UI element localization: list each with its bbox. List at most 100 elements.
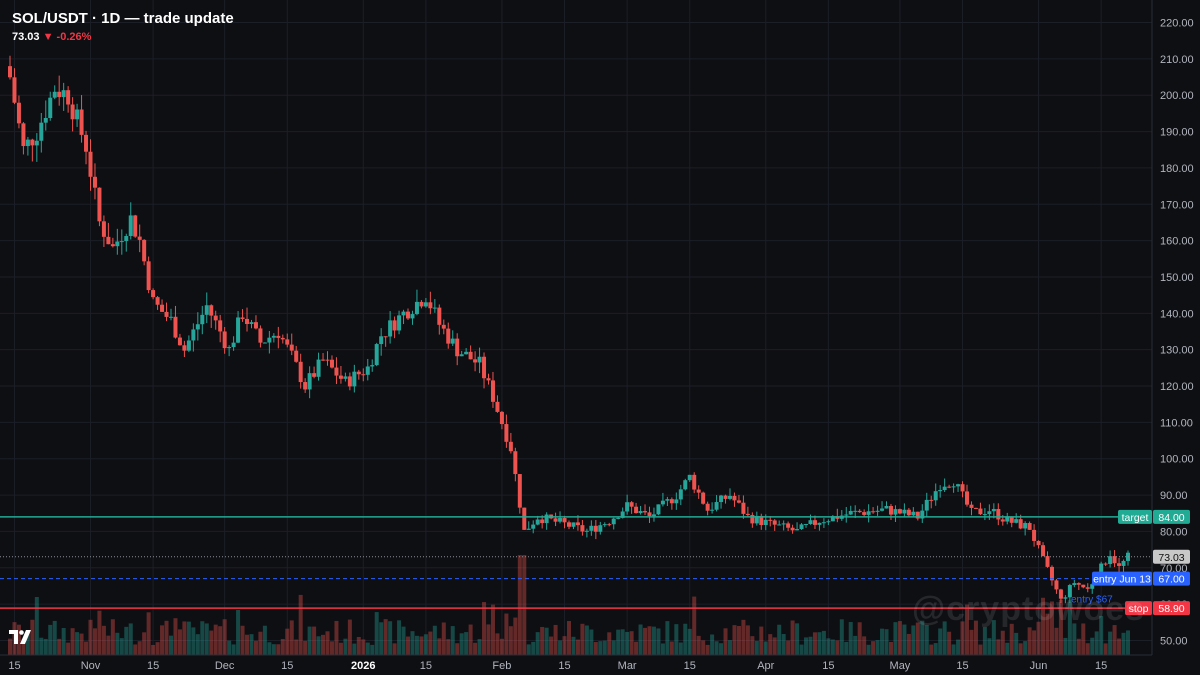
candle-body (195, 324, 200, 330)
candle-body (710, 509, 715, 511)
candle-body (1045, 556, 1050, 567)
volume-bar (307, 626, 312, 655)
price-tick-label: 120.00 (1160, 381, 1194, 393)
candle-body (996, 508, 1001, 520)
volume-bar (468, 624, 473, 655)
volume-bar (643, 627, 648, 655)
volume-bar (692, 596, 697, 655)
volume-bar (1090, 637, 1095, 655)
candle-body (459, 354, 464, 357)
candle-body (164, 311, 169, 317)
volume-bar (177, 629, 182, 655)
candle-body (517, 474, 522, 508)
volume-bar (92, 628, 97, 655)
time-tick-label: 15 (8, 660, 20, 672)
volume-bar (249, 634, 254, 655)
candle-body (1049, 566, 1054, 581)
volume-bar (490, 604, 495, 655)
volume-bar (316, 636, 321, 655)
volume-bar (1117, 638, 1122, 655)
volume-bar (710, 634, 715, 655)
candle-body (929, 499, 934, 501)
price-tick-label: 160.00 (1160, 236, 1194, 248)
price-tags: 84.00 73.03 67.00 58.90 target entry Jun 13 st… (1071, 509, 1190, 616)
volume-bar (200, 621, 205, 655)
last-price-tag (1153, 549, 1190, 564)
candle-body (754, 515, 759, 524)
volume-bar (821, 630, 826, 655)
volume-bar (428, 631, 433, 655)
volume-bar (535, 632, 540, 655)
time-axis[interactable]: 15 Nov 15 Dec 15 2026 15 Feb 15 Mar 15 Apr 15 May 15 Ju… (8, 660, 1107, 672)
candle-body (334, 367, 339, 376)
volume-bar (651, 626, 656, 655)
volume-bar (799, 644, 804, 655)
candle-body (137, 236, 142, 240)
volume-bar (388, 621, 393, 655)
chart-title: SOL/USDT · 1D — trade update (12, 10, 234, 27)
candle-body (857, 510, 862, 513)
candle-body (598, 525, 603, 532)
volume-bar (30, 619, 35, 655)
volume-bar (432, 625, 437, 655)
volume-bar (329, 641, 334, 655)
volume-bar (236, 609, 241, 655)
candle-body (361, 374, 366, 376)
volume-bar (356, 636, 361, 655)
volume-bar (924, 625, 929, 655)
volume-bar (687, 628, 692, 655)
volume-bar (1036, 621, 1041, 655)
candle-body (625, 502, 630, 512)
candle-body (200, 314, 205, 325)
candle-body (490, 380, 495, 402)
candle-body (61, 90, 66, 98)
candle-body (656, 504, 661, 515)
candle-body (119, 241, 124, 243)
candle-body (1121, 560, 1126, 566)
volume-bars (8, 555, 1130, 655)
volume-bar (826, 638, 831, 655)
candle-body (115, 241, 120, 247)
volume-bar (786, 640, 791, 655)
candle-body (25, 139, 30, 147)
volume-bar (777, 624, 782, 655)
entry-annotation: entry $67 (1071, 595, 1113, 606)
candle-body (871, 511, 876, 513)
volume-bar (459, 633, 464, 655)
volume-bar (450, 626, 455, 655)
tradingview-logo[interactable] (9, 630, 33, 644)
entry-price-tag (1153, 571, 1190, 586)
volume-bar (973, 620, 978, 655)
candle-body (222, 331, 227, 349)
candle-body (540, 519, 545, 524)
volume-bar (978, 644, 983, 655)
candle-body (406, 311, 411, 319)
candle-body (388, 320, 393, 337)
candle-body (280, 337, 285, 340)
volume-bar (951, 644, 956, 655)
candle-body (875, 510, 880, 512)
volume-bar (1014, 632, 1019, 655)
candle-body (16, 102, 21, 124)
volume-bar (906, 633, 911, 655)
volume-bar (567, 621, 571, 655)
candle-body (620, 511, 625, 518)
time-tick-label: Apr (757, 660, 774, 672)
volume-bar (97, 610, 102, 655)
volume-bar (897, 621, 902, 655)
price-tick-label: 140.00 (1160, 308, 1194, 320)
volume-bar (848, 622, 853, 655)
candle-body (1103, 563, 1108, 565)
price-axis[interactable]: 220.00 210.00 200.00 190.00 180.00 170.00 160.… (1160, 18, 1194, 648)
entry-name-tag (1092, 571, 1152, 586)
volume-bar (303, 640, 308, 655)
candle-body (634, 506, 639, 514)
candle-body (960, 484, 965, 492)
candle-body (486, 378, 491, 381)
candle-body (906, 509, 911, 516)
volume-bar (660, 643, 665, 655)
volume-bar (495, 633, 500, 655)
candle-body (719, 495, 724, 503)
volume-bar (804, 637, 809, 655)
